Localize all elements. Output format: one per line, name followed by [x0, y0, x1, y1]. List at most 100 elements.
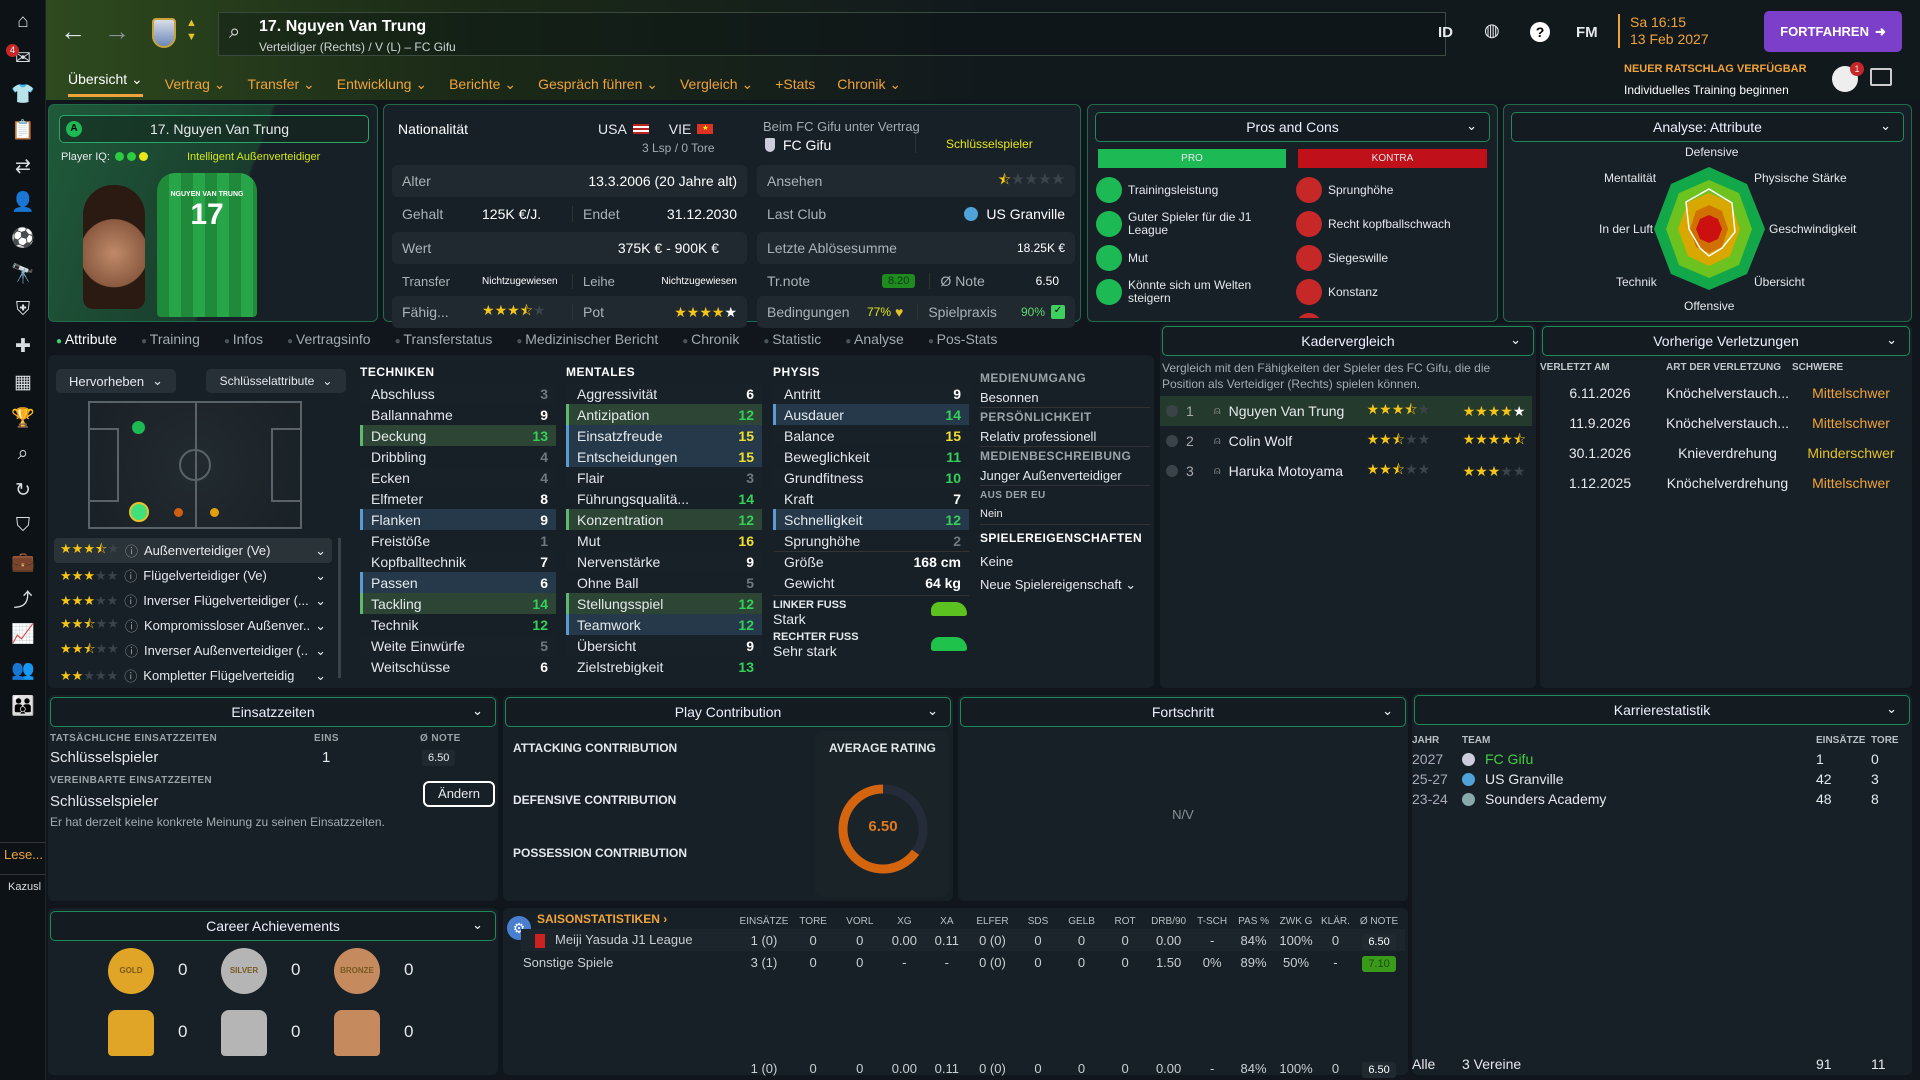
- attribute-row[interactable]: Elfmeter 8: [360, 488, 556, 509]
- key-attributes-dropdown[interactable]: Schlüsselattribute ⌄: [206, 369, 346, 393]
- role-list-scrollbar[interactable]: [338, 538, 341, 678]
- transfers-icon[interactable]: ⇄: [15, 155, 31, 177]
- subtab-3[interactable]: Vertragsinfo: [287, 331, 371, 347]
- nav-tab-3[interactable]: Entwicklung ⌄: [336, 75, 428, 92]
- squad-icon[interactable]: 👕: [11, 84, 35, 105]
- career-row[interactable]: 2027 FC Gifu 1 0: [1412, 749, 1912, 769]
- attribute-row[interactable]: Passen 6: [360, 572, 556, 593]
- attribute-row[interactable]: Grundfitness 10: [773, 467, 969, 488]
- attribute-row[interactable]: Freistöße 1: [360, 530, 556, 551]
- injury-history-header[interactable]: Vorherige Verletzungen ⌄: [1542, 326, 1910, 356]
- forward-icon[interactable]: →: [104, 16, 130, 46]
- prev-next-player-icon[interactable]: ▲ ▼: [186, 17, 197, 43]
- attribute-row[interactable]: Tackling 14: [360, 593, 556, 614]
- club-crest-icon[interactable]: [152, 18, 176, 48]
- position-dot-midfield[interactable]: [210, 508, 219, 517]
- attribute-row[interactable]: Übersicht 9: [566, 635, 762, 656]
- attribute-row[interactable]: Deckung 13: [360, 425, 556, 446]
- stats-icon[interactable]: 📈: [11, 624, 35, 645]
- position-dot-wing-back[interactable]: [174, 508, 183, 517]
- attribute-row[interactable]: Flanken 9: [360, 509, 556, 530]
- select-radio[interactable]: [1166, 465, 1178, 477]
- attribute-row[interactable]: Kopfballtechnik 7: [360, 551, 556, 572]
- attribute-row[interactable]: Schnelligkeit 12: [773, 509, 969, 530]
- attribute-row[interactable]: Einsatzfreude 15: [566, 425, 762, 446]
- play-contribution-header[interactable]: Play Contribution ⌄: [505, 697, 951, 727]
- club-icon[interactable]: ⛨: [15, 299, 31, 320]
- attribute-row[interactable]: Nervenstärke 9: [566, 551, 762, 572]
- attribute-row[interactable]: Antizipation 12: [566, 404, 762, 425]
- advice-text[interactable]: Individuelles Training beginnen: [1624, 83, 1789, 97]
- attribute-row[interactable]: Teamwork 12: [566, 614, 762, 635]
- attribute-row[interactable]: Konzentration 12: [566, 509, 762, 530]
- settings-gear-icon[interactable]: ⚙: [507, 916, 531, 940]
- sidebar-news-item[interactable]: Lese...: [0, 842, 46, 862]
- career-achievements-header[interactable]: Career Achievements ⌄: [50, 911, 496, 941]
- role-item[interactable]: ★★★★★ ⓘ Kompletter Flügelverteidig ⌄: [54, 663, 332, 685]
- continue-button[interactable]: FORTFAHREN ➜: [1764, 11, 1902, 52]
- position-dot-right-back[interactable]: [129, 502, 149, 522]
- scouting-icon[interactable]: 🔭: [11, 264, 35, 285]
- attribute-row[interactable]: Ecken 4: [360, 467, 556, 488]
- globe-icon[interactable]: ◍: [1484, 20, 1500, 40]
- subtab-1[interactable]: Training: [141, 331, 200, 347]
- nav-tab-5[interactable]: Gespräch führen ⌄: [538, 75, 658, 92]
- back-icon[interactable]: ←: [60, 16, 86, 46]
- role-item[interactable]: ★★⯪★★ ⓘ Inverser Außenverteidiger (... ⌄: [54, 638, 332, 663]
- sync-icon[interactable]: ↻: [15, 479, 31, 501]
- squad-row[interactable]: 3 ⍝ Haruka Motoyama ★★⯪★★ ★★★★★: [1160, 456, 1532, 486]
- attribute-row[interactable]: Flair 3: [566, 467, 762, 488]
- nav-tab-6[interactable]: Vergleich ⌄: [679, 75, 754, 92]
- subtab-4[interactable]: Transferstatus: [395, 331, 492, 347]
- analysis-header[interactable]: Analyse: Attribute ⌄: [1511, 112, 1904, 142]
- attribute-row[interactable]: Beweglichkeit 11: [773, 446, 969, 467]
- attribute-row[interactable]: Sprunghöhe 2: [773, 530, 969, 551]
- search-icon[interactable]: ⌕: [17, 443, 29, 464]
- subtab-7[interactable]: Statistic: [763, 331, 821, 347]
- schedule-icon[interactable]: ▦: [14, 371, 32, 393]
- career-row[interactable]: 23-24 Sounders Academy 48 8: [1412, 789, 1912, 809]
- shield-icon[interactable]: ⛉: [15, 515, 31, 536]
- staff-icon[interactable]: 👤: [11, 192, 35, 213]
- attribute-row[interactable]: Zielstrebigkeit 13: [566, 656, 762, 677]
- position-dot-left-back[interactable]: [132, 421, 145, 434]
- monitor-icon[interactable]: [1870, 68, 1892, 86]
- select-radio[interactable]: [1166, 405, 1178, 417]
- group-icon[interactable]: 👪: [11, 696, 35, 717]
- subtab-2[interactable]: Infos: [224, 331, 263, 347]
- attribute-row[interactable]: Balance 15: [773, 425, 969, 446]
- nav-tab-2[interactable]: Transfer ⌄: [247, 75, 315, 92]
- people-icon[interactable]: 👥: [11, 660, 35, 681]
- squad-comparison-header[interactable]: Kadervergleich ⌄: [1162, 326, 1534, 356]
- attribute-row[interactable]: Antritt 9: [773, 383, 969, 404]
- pros-cons-header[interactable]: Pros and Cons ⌄: [1095, 112, 1490, 142]
- highlight-dropdown[interactable]: Hervorheben ⌄: [56, 369, 176, 393]
- attribute-row[interactable]: Mut 16: [566, 530, 762, 551]
- tactics-icon[interactable]: 📋: [11, 120, 35, 141]
- attribute-row[interactable]: Stellungsspiel 12: [566, 593, 762, 614]
- game-date[interactable]: Sa 16:15 13 Feb 2027: [1618, 14, 1709, 48]
- role-item[interactable]: ★★★⯪★ ⓘ Außenverteidiger (Ve) ⌄: [54, 538, 332, 563]
- nav-tab-4[interactable]: Berichte ⌄: [449, 75, 517, 92]
- attribute-row[interactable]: Entscheidungen 15: [566, 446, 762, 467]
- nav-tab-0[interactable]: Übersicht ⌄: [68, 71, 143, 97]
- attribute-row[interactable]: Führungsqualitä... 14: [566, 488, 762, 509]
- attribute-row[interactable]: Ballannahme 9: [360, 404, 556, 425]
- season-row[interactable]: Sonstige Spiele 3 (1) 0 0 - - 0 (0) 0 0 0 1.50 0% 89…: [521, 951, 1405, 973]
- nav-tab-7[interactable]: +Stats: [775, 76, 816, 92]
- playing-time-header[interactable]: Einsatzzeiten ⌄: [50, 697, 496, 727]
- change-playtime-button[interactable]: Ändern: [423, 781, 495, 807]
- fm-menu-button[interactable]: FM: [1576, 24, 1598, 41]
- attribute-row[interactable]: Ausdauer 14: [773, 404, 969, 425]
- help-icon[interactable]: ?: [1530, 22, 1550, 42]
- finance-icon[interactable]: 💼: [11, 552, 35, 573]
- progress-header[interactable]: Fortschritt ⌄: [960, 697, 1406, 727]
- competitions-icon[interactable]: 🏆: [11, 408, 35, 429]
- attribute-row[interactable]: Aggressivität 6: [566, 383, 762, 404]
- medical-icon[interactable]: ✚: [15, 335, 31, 357]
- role-item[interactable]: ★★★★★ ⓘ Flügelverteidiger (Ve) ⌄: [54, 563, 332, 588]
- club-link[interactable]: FC Gifu: [765, 137, 831, 153]
- season-stats-link[interactable]: SAISONSTATISTIKEN ›: [537, 912, 668, 926]
- attribute-row[interactable]: Ohne Ball 5: [566, 572, 762, 593]
- nav-tab-1[interactable]: Vertrag ⌄: [164, 75, 226, 92]
